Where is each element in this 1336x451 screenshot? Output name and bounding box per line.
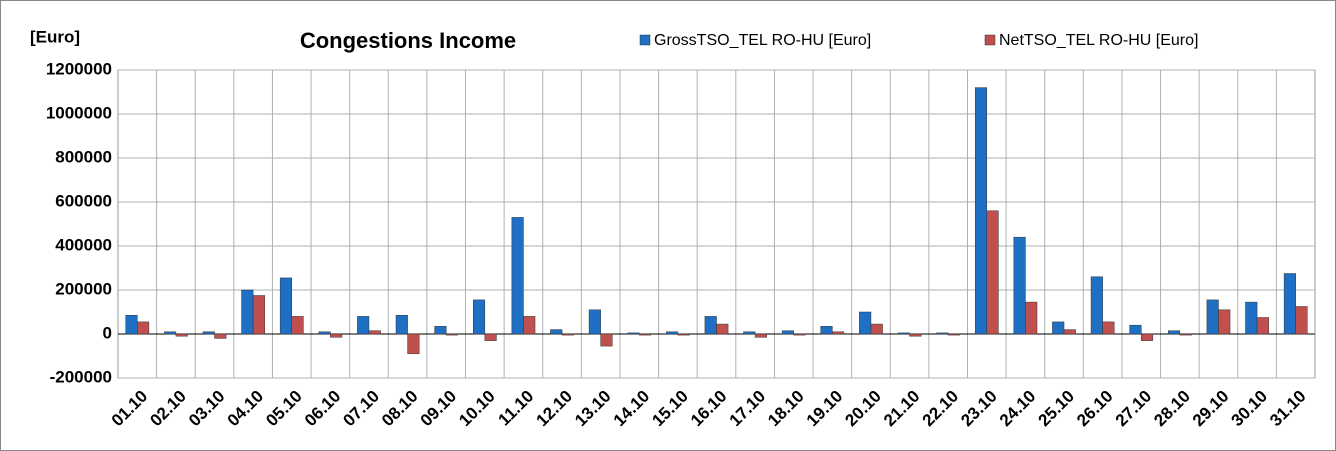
bar xyxy=(202,331,215,335)
legend-swatch xyxy=(984,34,996,46)
bar xyxy=(445,333,459,336)
bar xyxy=(1129,324,1142,335)
bar xyxy=(1140,333,1154,341)
y-tick-label: -200000 xyxy=(50,367,112,386)
bar xyxy=(484,333,497,341)
bar xyxy=(523,316,536,335)
legend-text: GrossTSO_TEL RO-HU [Euro] xyxy=(654,32,871,49)
y-tick-label: 200000 xyxy=(55,279,112,298)
bar xyxy=(870,323,883,335)
bar xyxy=(1025,301,1038,335)
bar xyxy=(279,277,293,335)
bar xyxy=(627,332,640,335)
bar xyxy=(754,333,767,338)
bar xyxy=(407,333,420,355)
bar xyxy=(164,331,177,335)
bar xyxy=(1168,330,1181,335)
bar xyxy=(214,333,227,339)
bar xyxy=(639,333,652,336)
bar xyxy=(936,332,949,335)
bar xyxy=(716,323,729,335)
y-tick-label: 1200000 xyxy=(46,59,112,78)
bar xyxy=(357,316,370,335)
y-tick-label: 400000 xyxy=(55,235,112,254)
bar xyxy=(986,210,999,335)
bar xyxy=(897,332,910,335)
bar xyxy=(1283,273,1296,335)
bar xyxy=(550,329,563,335)
bar xyxy=(1179,333,1192,336)
bar xyxy=(1256,317,1269,335)
chart-title: Congestions Income xyxy=(300,28,516,53)
bar xyxy=(511,217,524,335)
legend-text: NetTSO_TEL RO-HU [Euro] xyxy=(999,32,1198,49)
bar xyxy=(588,309,601,335)
bar xyxy=(666,331,679,335)
y-tick-label: 600000 xyxy=(55,191,112,210)
bar xyxy=(561,333,574,336)
bar xyxy=(793,333,806,336)
bar xyxy=(1102,321,1115,335)
bar xyxy=(472,299,486,335)
bar xyxy=(1063,329,1076,335)
bar xyxy=(318,331,331,335)
bar xyxy=(252,295,265,335)
bar xyxy=(1218,309,1231,335)
bar xyxy=(909,333,922,337)
y-axis-label: [Euro] xyxy=(30,27,80,46)
y-tick-label: 800000 xyxy=(55,147,112,166)
bar xyxy=(743,331,756,335)
bar xyxy=(1013,236,1026,335)
bar xyxy=(859,311,872,335)
bar xyxy=(1052,321,1065,335)
bar xyxy=(677,333,690,336)
legend-swatch xyxy=(639,34,651,46)
bar xyxy=(600,333,613,347)
bar xyxy=(781,330,794,335)
bar xyxy=(291,316,304,335)
bar xyxy=(1090,276,1103,335)
bar xyxy=(395,315,408,335)
bar xyxy=(368,330,381,335)
bar xyxy=(1245,301,1258,335)
bar xyxy=(832,331,845,335)
bar xyxy=(974,87,988,335)
bar xyxy=(137,321,150,335)
bar xyxy=(434,326,447,335)
y-tick-label: 1000000 xyxy=(46,103,112,122)
bar xyxy=(704,316,717,335)
y-tick-label: 0 xyxy=(103,323,112,342)
bar xyxy=(175,333,188,337)
bar xyxy=(947,333,961,336)
bar xyxy=(1295,306,1308,335)
bar xyxy=(820,326,833,335)
bar xyxy=(330,333,343,338)
bar xyxy=(1206,299,1219,335)
bar xyxy=(241,289,254,335)
bar xyxy=(125,315,138,335)
